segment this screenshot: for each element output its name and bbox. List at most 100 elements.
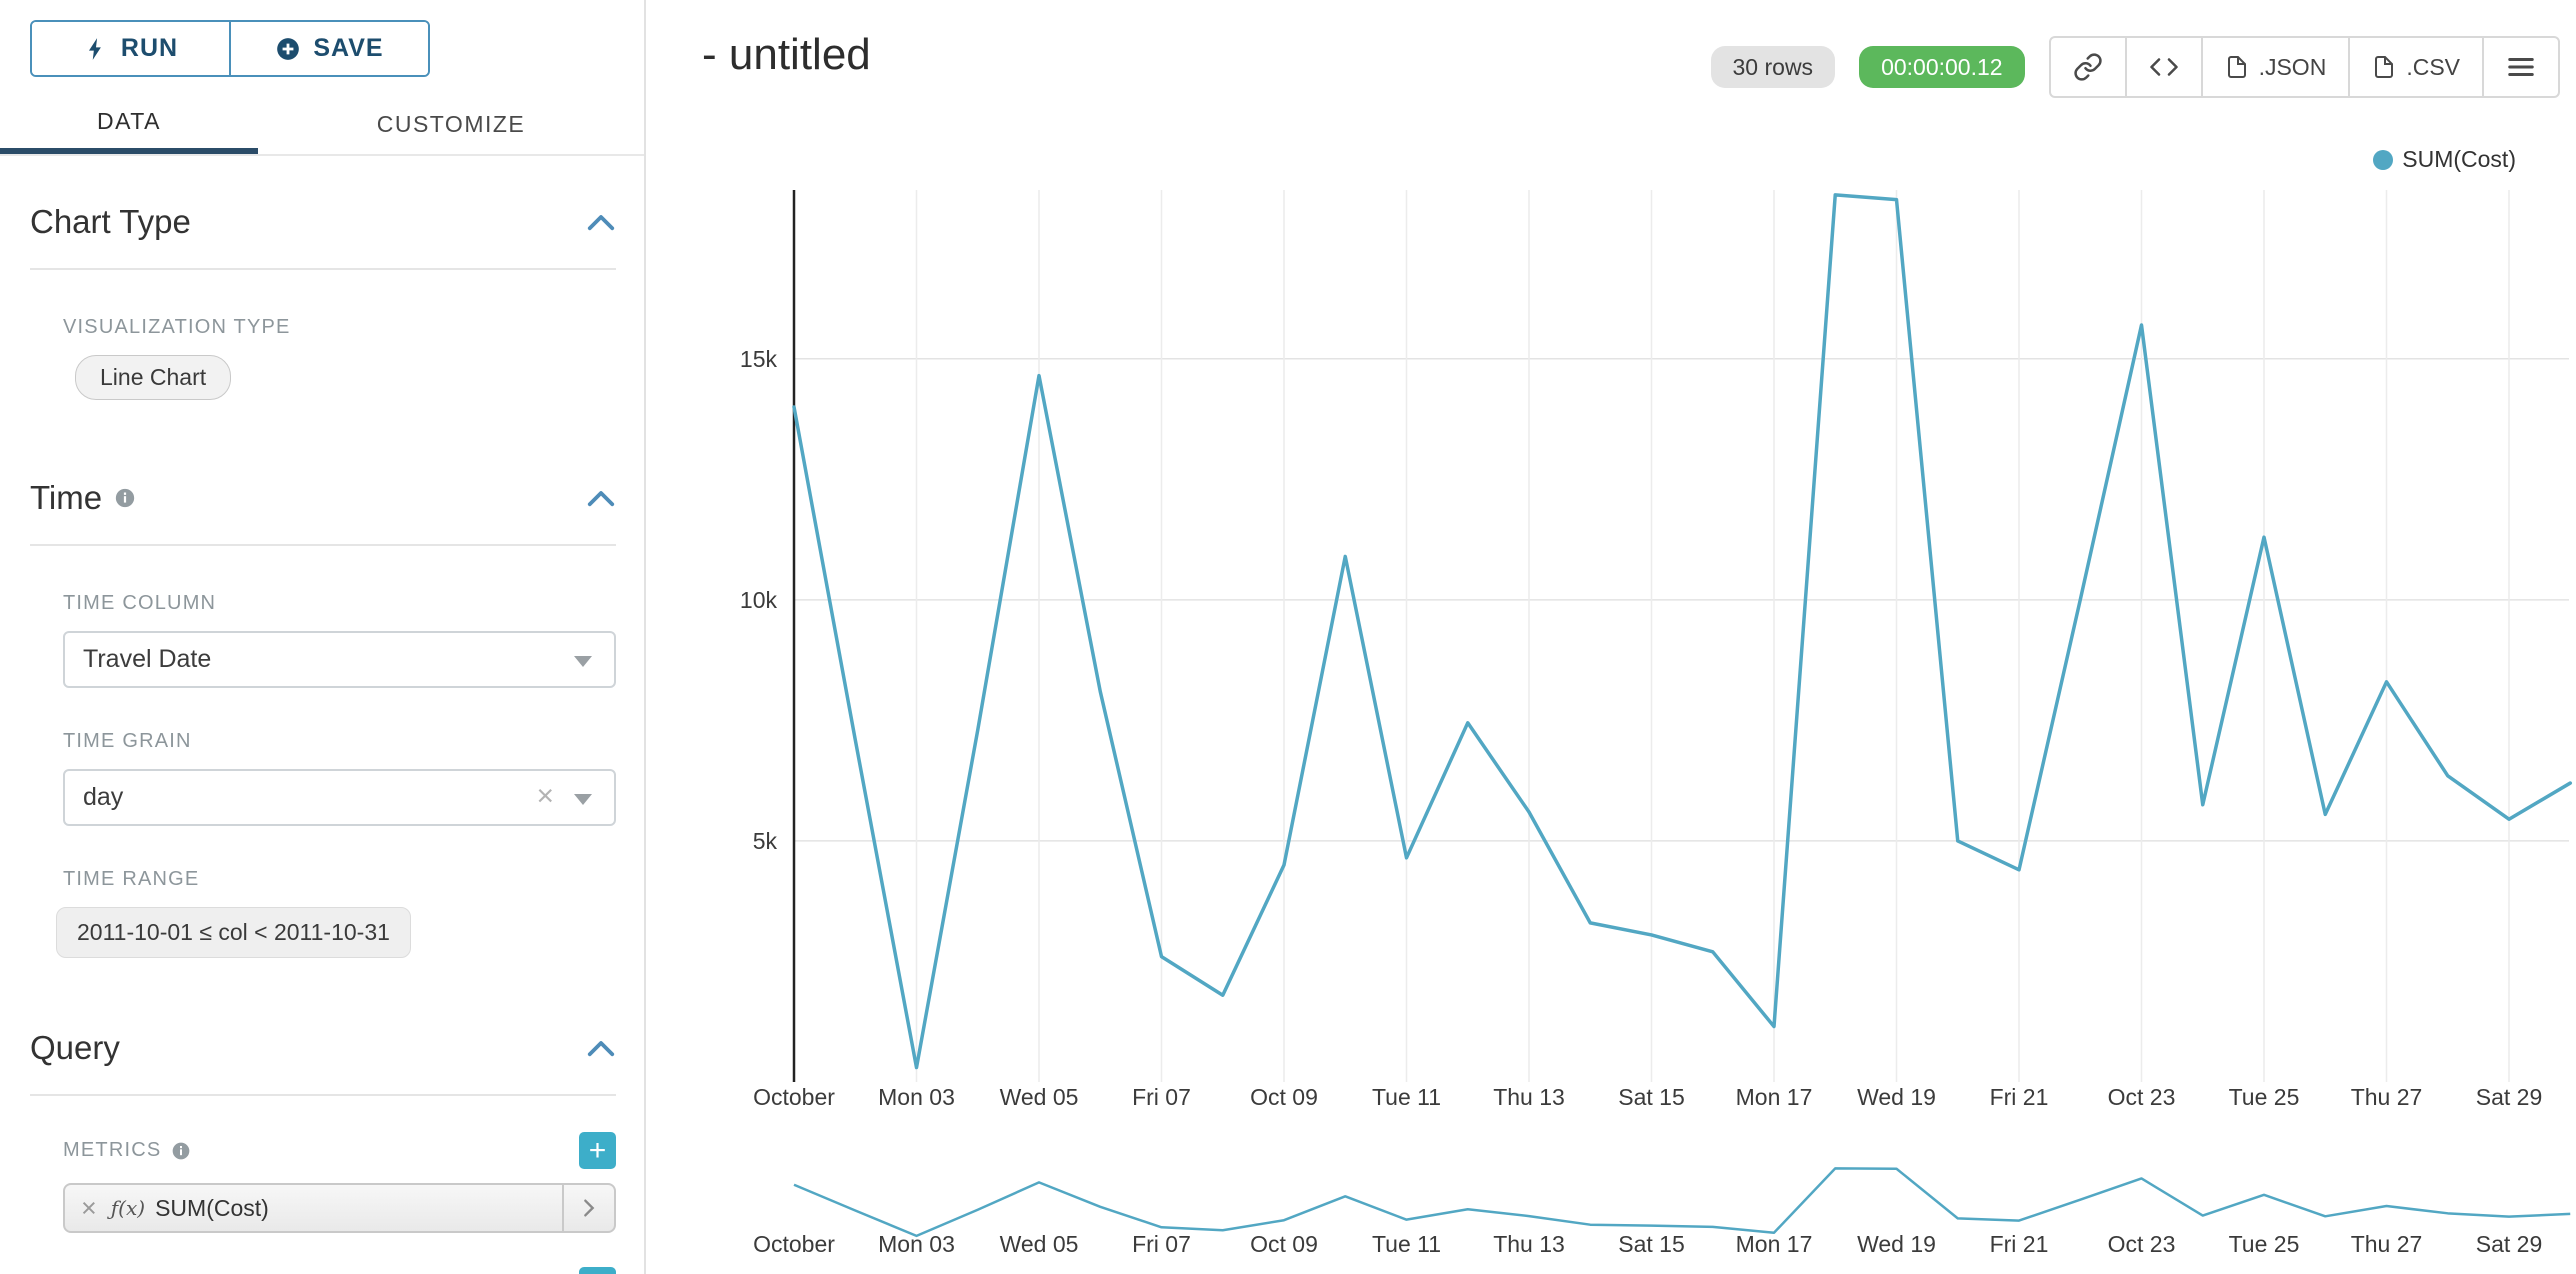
visualization-type-label: VISUALIZATION TYPE (63, 316, 291, 338)
legend-swatch (2373, 149, 2394, 170)
svg-text:Sat 15: Sat 15 (1618, 1084, 1685, 1110)
svg-text:5k: 5k (753, 828, 778, 854)
svg-text:15k: 15k (740, 346, 778, 372)
caret-down-icon (574, 655, 592, 667)
code-icon (2149, 52, 2179, 82)
expand-metric-button[interactable] (562, 1185, 614, 1231)
menu-button[interactable] (2482, 36, 2560, 98)
embed-code-button[interactable] (2124, 36, 2203, 98)
info-icon[interactable] (114, 487, 136, 509)
section-query-title: Query (30, 1029, 120, 1066)
remove-metric-icon[interactable]: × (81, 1192, 97, 1223)
run-button-label: RUN (120, 34, 179, 62)
svg-text:October: October (753, 1084, 835, 1110)
info-icon[interactable] (171, 1141, 191, 1161)
row-count-badge: 30 rows (1710, 46, 1836, 88)
function-badge: ƒ(x) (110, 1196, 146, 1220)
run-button[interactable]: RUN (32, 22, 229, 75)
run-save-button-group: RUN SAVE (30, 20, 430, 77)
svg-text:Fri 21: Fri 21 (1990, 1084, 2049, 1110)
svg-text:Mon 03: Mon 03 (878, 1231, 955, 1257)
svg-text:Wed 05: Wed 05 (1000, 1084, 1079, 1110)
file-icon (2225, 54, 2249, 80)
chevron-up-icon (586, 488, 616, 508)
add-filter-button[interactable]: + (579, 1267, 616, 1274)
metric-sum-cost[interactable]: × ƒ(x) SUM(Cost) (63, 1183, 616, 1233)
svg-text:Sat 15: Sat 15 (1618, 1231, 1685, 1257)
metrics-row: METRICS + (63, 1132, 616, 1169)
chevron-up-icon (586, 212, 616, 232)
chevron-up-icon (586, 1038, 616, 1058)
tab-data[interactable]: DATA (0, 94, 258, 154)
chevron-right-icon (578, 1197, 600, 1219)
svg-text:Tue 11: Tue 11 (1372, 1231, 1441, 1257)
svg-text:Fri 07: Fri 07 (1132, 1231, 1191, 1257)
svg-text:10k: 10k (740, 587, 778, 613)
svg-text:Fri 07: Fri 07 (1132, 1084, 1191, 1110)
svg-text:Thu 13: Thu 13 (1493, 1231, 1565, 1257)
metric-label: SUM(Cost) (155, 1194, 269, 1221)
divider (30, 268, 616, 270)
section-query-header[interactable]: Query (30, 1028, 616, 1068)
tab-customize[interactable]: CUSTOMIZE (376, 110, 526, 137)
plus-circle-icon (275, 36, 301, 62)
time-grain-label: TIME GRAIN (63, 730, 192, 752)
svg-text:Fri 21: Fri 21 (1990, 1231, 2049, 1257)
save-button[interactable]: SAVE (229, 22, 428, 75)
time-column-label: TIME COLUMN (63, 592, 217, 614)
svg-text:October: October (753, 1231, 835, 1257)
main-chart-area[interactable]: 5k 10k 15k October Mon 03 Wed 05 Fri 07 Oct 09 T… (740, 190, 2572, 1110)
svg-text:Oct 23: Oct 23 (2108, 1084, 2176, 1110)
add-metric-button[interactable]: + (579, 1132, 616, 1169)
chart-container: - untitled 30 rows 00:00:00.12 .JSON (646, 0, 2576, 1274)
explore-control-panel: RUN SAVE DATA CUSTOMIZE Chart Type VISUA… (0, 0, 646, 1274)
time-grain-value: day (83, 783, 124, 811)
export-json-button[interactable]: .JSON (2200, 36, 2351, 98)
panel-tabs: DATA CUSTOMIZE (0, 94, 644, 156)
svg-text:Oct 09: Oct 09 (1250, 1231, 1318, 1257)
filters-row: FILTERS + (63, 1267, 616, 1274)
export-toolbar: .JSON .CSV (2048, 36, 2560, 98)
svg-text:Mon 17: Mon 17 (1736, 1084, 1813, 1110)
panel-body: Chart Type VISUALIZATION TYPE Line Chart… (0, 156, 644, 1274)
export-csv-button[interactable]: .CSV (2348, 36, 2484, 98)
svg-text:Wed 19: Wed 19 (1857, 1231, 1936, 1257)
short-link-button[interactable] (2048, 36, 2127, 98)
save-button-label: SAVE (313, 34, 384, 62)
section-time-title: Time (30, 479, 103, 516)
mini-chart-brush[interactable]: October Mon 03 Wed 05 Fri 07 Oct 09 Tue 11 Thu… (753, 1167, 2571, 1257)
line-chart[interactable]: 5k 10k 15k October Mon 03 Wed 05 Fri 07 Oct 09 T… (646, 140, 2576, 1274)
time-column-select[interactable]: Travel Date (63, 631, 616, 688)
svg-text:Tue 11: Tue 11 (1372, 1084, 1441, 1110)
metrics-label: METRICS (63, 1139, 162, 1161)
time-range-value[interactable]: 2011-10-01 ≤ col < 2011-10-31 (56, 907, 411, 958)
link-icon (2073, 52, 2103, 82)
time-grain-select[interactable]: day × (63, 769, 616, 826)
menu-icon (2506, 52, 2536, 82)
export-csv-label: .CSV (2406, 53, 2460, 80)
time-range-label: TIME RANGE (63, 868, 200, 890)
divider (30, 1094, 616, 1096)
svg-text:Wed 19: Wed 19 (1857, 1084, 1936, 1110)
clear-icon[interactable]: × (536, 779, 554, 813)
legend-item-sum-cost[interactable]: SUM(Cost) (2373, 146, 2516, 173)
svg-text:Sat 29: Sat 29 (2476, 1084, 2543, 1110)
section-chart-type-header[interactable]: Chart Type (30, 202, 616, 242)
section-chart-type-title: Chart Type (30, 203, 191, 240)
svg-text:Sat 29: Sat 29 (2476, 1231, 2543, 1257)
svg-text:Oct 23: Oct 23 (2108, 1231, 2176, 1257)
visualization-type-value[interactable]: Line Chart (75, 355, 232, 400)
svg-text:Thu 27: Thu 27 (2351, 1084, 2423, 1110)
bolt-icon (83, 36, 109, 62)
chart-title: - untitled (702, 30, 871, 79)
svg-text:Thu 27: Thu 27 (2351, 1231, 2423, 1257)
legend-label: SUM(Cost) (2402, 146, 2516, 172)
svg-text:Tue 25: Tue 25 (2229, 1231, 2300, 1257)
export-json-label: .JSON (2258, 53, 2327, 80)
svg-text:Thu 13: Thu 13 (1493, 1084, 1565, 1110)
svg-text:Tue 25: Tue 25 (2229, 1084, 2300, 1110)
time-column-value: Travel Date (83, 645, 212, 673)
query-timer-badge: 00:00:00.12 (1859, 46, 2025, 88)
section-time-header[interactable]: Time (30, 478, 616, 518)
svg-text:Mon 17: Mon 17 (1736, 1231, 1813, 1257)
